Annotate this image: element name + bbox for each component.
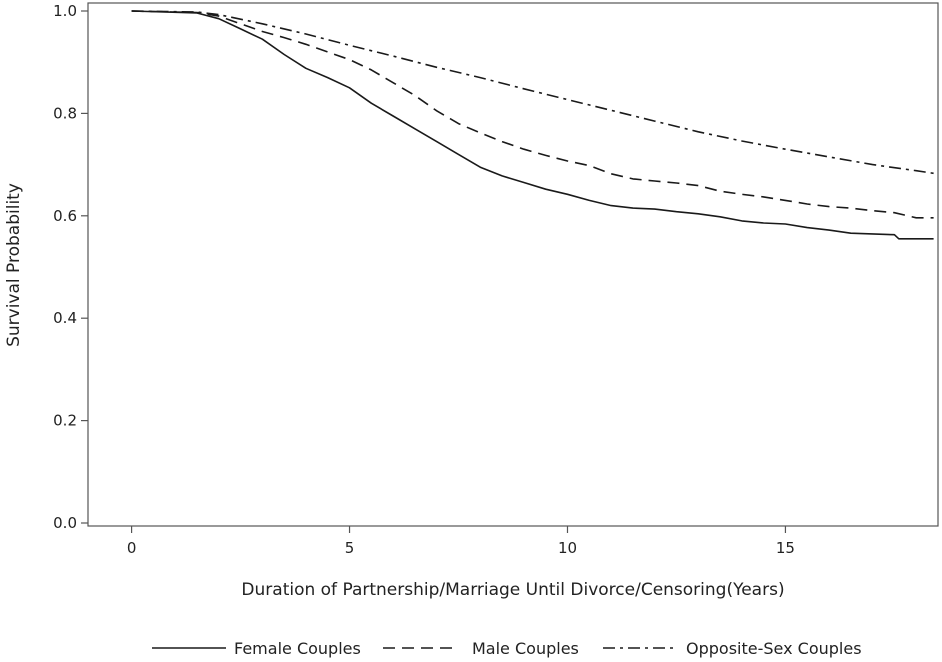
x-tick-label: 5 xyxy=(345,539,355,557)
series-line-male-couples xyxy=(131,10,934,219)
x-axis-title: Duration of Partnership/Marriage Until D… xyxy=(241,580,784,600)
legend-label-male-couples: Male Couples xyxy=(472,639,579,658)
axis-ticks: 0 5 10 15 0.0 0.2 0.4 0.6 0.8 1.0 xyxy=(53,2,795,557)
y-tick-label: 1.0 xyxy=(53,2,77,20)
y-tick-label: 0.4 xyxy=(53,309,77,327)
plot-frame xyxy=(87,2,939,527)
x-tick-label: 0 xyxy=(127,539,137,557)
legend: Female Couples Male Couples Opposite-Sex… xyxy=(152,639,862,658)
y-tick-label: 0.2 xyxy=(53,412,77,430)
y-axis-title: Survival Probability xyxy=(4,183,24,347)
legend-label-opposite-sex-couples: Opposite-Sex Couples xyxy=(686,639,862,658)
y-tick-label: 0.8 xyxy=(53,104,77,122)
y-tick-label: 0.0 xyxy=(53,514,77,532)
series-line-opposite-sex-couples xyxy=(131,10,934,175)
legend-label-female-couples: Female Couples xyxy=(234,639,361,658)
series-line-female-couples xyxy=(131,10,934,240)
x-tick-label: 10 xyxy=(558,539,577,557)
y-tick-label: 0.6 xyxy=(53,207,77,225)
x-tick-label: 15 xyxy=(776,539,795,557)
series-lines xyxy=(131,10,934,240)
